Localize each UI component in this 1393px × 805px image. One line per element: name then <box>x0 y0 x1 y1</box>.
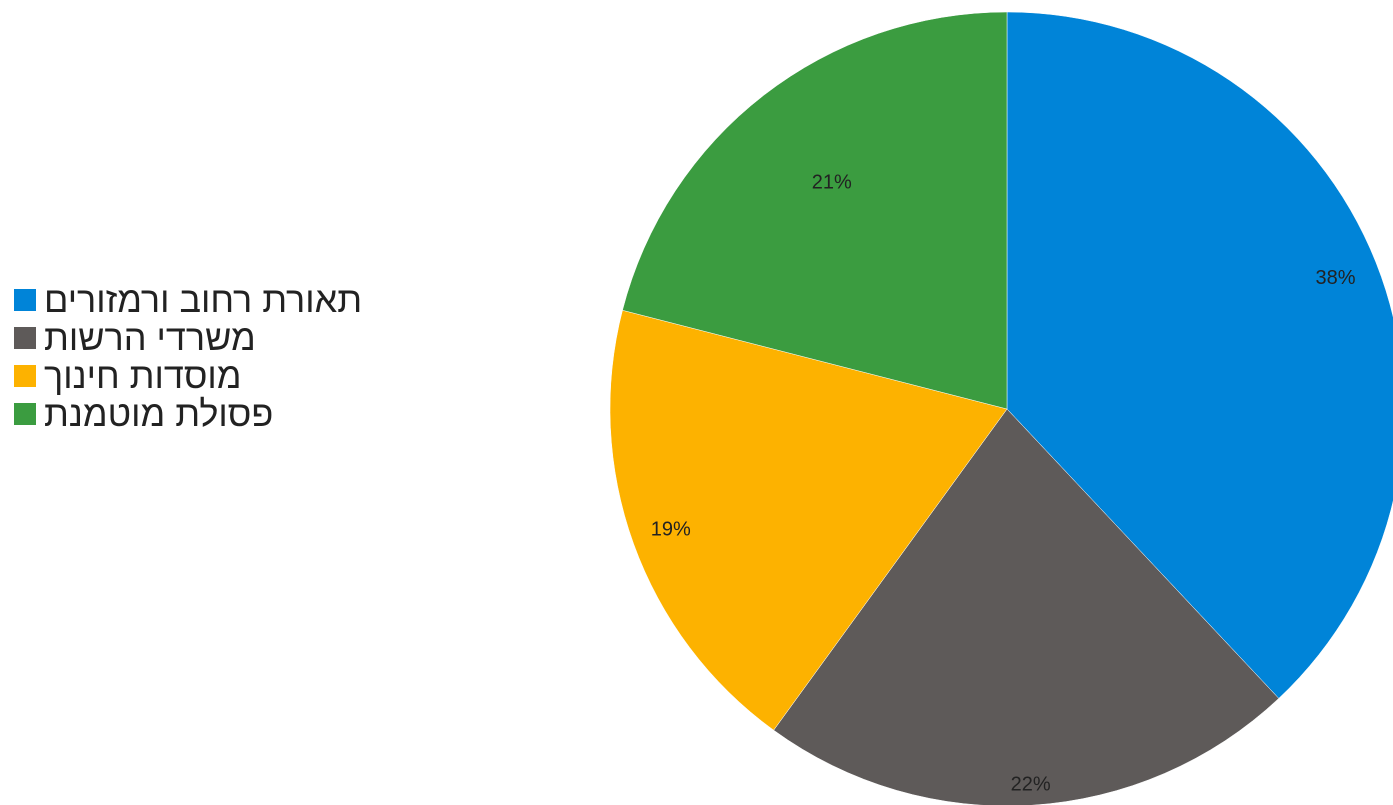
data-label-authority-offices: 22% <box>1011 774 1051 796</box>
data-label-street-lighting: 38% <box>1316 267 1356 289</box>
legend-item-street-lighting: תאורת רחוב ורמזורים <box>14 281 474 319</box>
legend-label-authority-offices: משרדי הרשות <box>44 317 256 358</box>
legend-swatch-landfill-waste <box>14 403 36 425</box>
pie-slice-education-institutions <box>609 309 1008 731</box>
legend-swatch-education-institutions <box>14 365 36 387</box>
legend-swatch-street-lighting <box>14 289 36 311</box>
legend-swatch-authority-offices <box>14 327 36 349</box>
pie-slice-street-lighting <box>1006 11 1393 699</box>
data-label-education-institutions: 19% <box>651 518 691 540</box>
data-label-landfill-waste: 21% <box>812 171 852 193</box>
legend-item-authority-offices: משרדי הרשות <box>14 319 474 357</box>
legend-item-education-institutions: מוסדות חינוך <box>14 357 474 395</box>
chart-legend: תאורת רחוב ורמזורים משרדי הרשות מוסדות ח… <box>14 281 474 433</box>
legend-label-education-institutions: מוסדות חינוך <box>44 355 242 396</box>
pie-slice-authority-offices <box>773 408 1280 805</box>
legend-label-street-lighting: תאורת רחוב ורמזורים <box>44 279 363 320</box>
legend-item-landfill-waste: פסולת מוטמנת <box>14 395 474 433</box>
pie-slice-landfill-waste <box>622 11 1008 410</box>
legend-label-landfill-waste: פסולת מוטמנת <box>44 393 274 434</box>
